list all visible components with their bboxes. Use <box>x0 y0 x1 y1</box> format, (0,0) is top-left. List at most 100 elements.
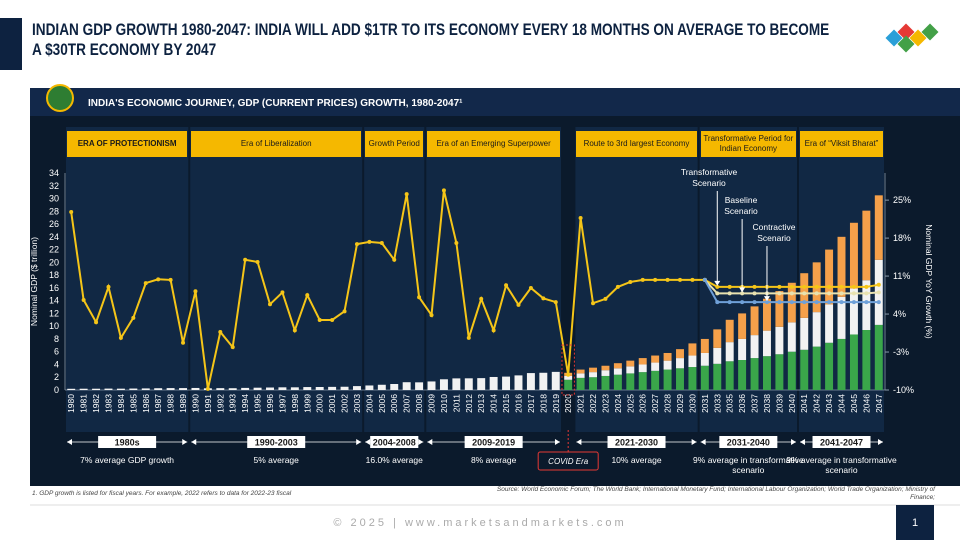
growth-point <box>851 300 856 305</box>
x-tick-label: 1996 <box>265 394 275 413</box>
x-tick-label: 2009 <box>427 394 437 413</box>
period-note: 10% average <box>611 455 662 465</box>
x-tick-label: 2027 <box>650 394 660 413</box>
growth-point <box>827 300 832 305</box>
growth-point <box>243 257 248 262</box>
bar-segment <box>825 342 834 390</box>
bar-segment <box>787 322 796 352</box>
growth-point <box>528 286 533 291</box>
growth-point <box>876 300 881 305</box>
period-box <box>607 436 666 448</box>
bar-segment <box>576 373 585 378</box>
bar-segment <box>812 346 821 390</box>
bar-segment <box>328 386 337 390</box>
bar-segment <box>589 372 598 378</box>
growth-point <box>491 328 496 333</box>
x-tick-label: 2038 <box>762 394 772 413</box>
growth-point <box>839 291 844 296</box>
x-tick-label: 2026 <box>638 394 648 413</box>
bar-segment <box>725 342 734 362</box>
bar-segment <box>638 364 647 373</box>
growth-point <box>429 313 434 318</box>
period-arrow-right <box>182 439 188 445</box>
x-tick-label: 1981 <box>79 394 89 413</box>
x-tick-label: 2024 <box>613 394 623 413</box>
footnote: 1. GDP growth is listed for fiscal years… <box>32 490 292 497</box>
x-tick-label: 2022 <box>588 394 598 413</box>
y-tick-label: 26 <box>49 219 59 229</box>
growth-point <box>789 284 794 289</box>
era-header: Route to 3rd largest Economy <box>576 131 697 157</box>
x-tick-label: 2018 <box>538 394 548 413</box>
bar-segment <box>800 317 809 350</box>
bar-segment <box>216 388 225 390</box>
growth-point <box>106 284 111 289</box>
x-tick-label: 2016 <box>513 394 523 413</box>
bar-segment <box>402 382 411 390</box>
period-note: 8% average <box>470 455 517 465</box>
growth-point <box>715 300 720 305</box>
period-label: 2004-2008 <box>373 438 416 448</box>
growth-point <box>603 296 608 301</box>
period-arrow-left <box>800 439 806 445</box>
x-tick-label: 1983 <box>103 394 113 413</box>
bar-segment <box>141 388 150 390</box>
growth-point <box>665 277 670 282</box>
growth-point <box>752 300 757 305</box>
x-tick-label: 1998 <box>290 394 300 413</box>
period-box <box>370 436 419 448</box>
bar-segment <box>79 388 88 390</box>
x-tick-label: 2042 <box>812 394 822 413</box>
bar-segment <box>638 358 647 365</box>
covid-box <box>537 451 599 471</box>
bar-segment <box>663 360 672 370</box>
bar-segment <box>415 382 424 390</box>
bar-segment <box>713 329 722 348</box>
bar-segment <box>676 358 684 369</box>
growth-point <box>168 277 173 282</box>
bar-segment <box>253 387 262 390</box>
y-tick-label: 18 <box>49 270 59 280</box>
x-tick-label: 2046 <box>861 394 871 413</box>
era-header: Growth Period <box>365 131 424 157</box>
growth-point <box>404 192 409 197</box>
growth-point <box>678 277 682 282</box>
growth-point <box>392 257 397 262</box>
scenario-arrowhead <box>714 280 721 286</box>
growth-point <box>156 277 161 282</box>
era-header: Era of Liberalization <box>191 131 362 157</box>
bar-segment <box>837 236 846 297</box>
bar-segment <box>688 367 697 390</box>
bar-segment <box>825 304 834 343</box>
bar-segment <box>365 385 374 390</box>
growth-point <box>628 280 633 285</box>
growth-point <box>851 284 856 289</box>
growth-point <box>839 284 844 289</box>
x-tick-label: 2030 <box>687 394 697 413</box>
bar-segment <box>638 372 647 390</box>
period-arrow-left <box>365 439 371 445</box>
period-note: 16.0% average <box>365 455 423 465</box>
x-tick-label: 2047 <box>874 394 884 413</box>
bar-segment <box>812 312 821 347</box>
period-note: 7% average GDP growth <box>80 455 175 465</box>
x-tick-label: 1985 <box>128 394 138 413</box>
period-arrow-left <box>576 439 582 445</box>
bar-segment <box>303 387 312 390</box>
bar-segment <box>166 388 175 390</box>
bar-segment <box>502 376 511 390</box>
growth-point <box>777 291 782 296</box>
growth-point <box>740 291 745 296</box>
bar-segment <box>352 386 361 390</box>
bar-segment <box>576 377 585 390</box>
growth-point <box>802 291 807 296</box>
growth-point <box>789 300 794 305</box>
period-arrow-right <box>418 439 424 445</box>
title-marker <box>0 18 22 70</box>
growth-point <box>566 372 571 377</box>
y-tick-label: 8 <box>54 334 59 344</box>
y-tick-label: 16 <box>49 283 59 293</box>
period-arrow-right <box>878 439 883 445</box>
scenario-label: Baseline Scenario <box>724 195 758 216</box>
period-box <box>812 436 871 448</box>
